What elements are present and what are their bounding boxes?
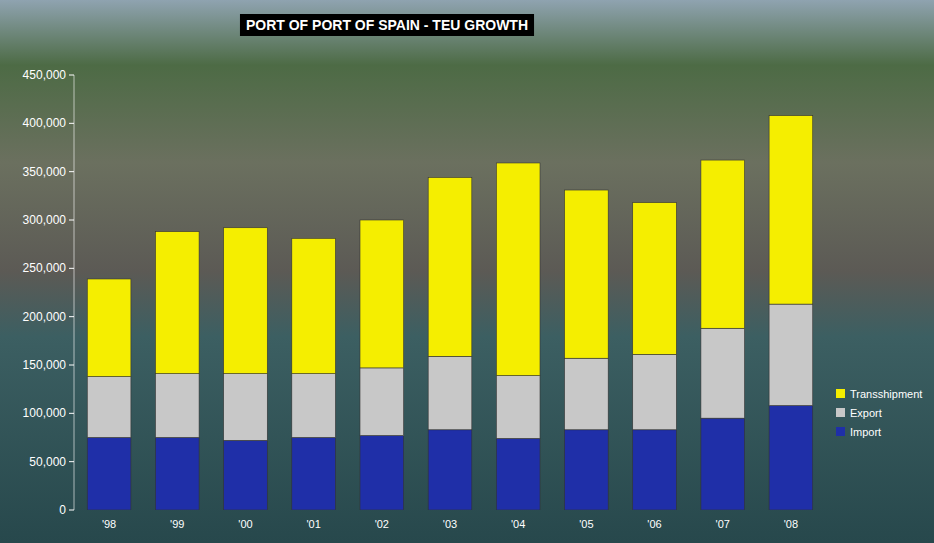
x-tick-label: '05 xyxy=(579,518,593,530)
y-tick-label: 100,000 xyxy=(23,406,67,420)
title-box xyxy=(240,14,534,36)
y-tick xyxy=(69,510,74,511)
bar-segment xyxy=(496,163,540,376)
x-tick-label: '01 xyxy=(306,518,320,530)
x-tick-label: '06 xyxy=(647,518,661,530)
x-tick-label: '08 xyxy=(784,518,798,530)
bar-segment xyxy=(292,238,336,373)
x-tick-label: '98 xyxy=(102,518,116,530)
bar-segment xyxy=(428,177,472,356)
bar-segment xyxy=(701,418,745,510)
y-tick xyxy=(69,220,74,221)
bars xyxy=(87,116,812,510)
y-tick xyxy=(69,316,74,317)
y-tick-label: 250,000 xyxy=(23,261,67,275)
bar-segment xyxy=(87,377,131,438)
x-tick-label: '99 xyxy=(170,518,184,530)
bar-segment xyxy=(360,220,404,368)
legend-label: Import xyxy=(850,426,881,438)
x-tick-label: '03 xyxy=(443,518,457,530)
y-tick xyxy=(69,75,74,76)
bar-segment xyxy=(701,160,745,328)
bar-segment xyxy=(292,374,336,438)
bar-segment xyxy=(155,232,199,374)
y-axis xyxy=(74,75,75,510)
bar-segment xyxy=(87,279,131,377)
y-tick-label: 0 xyxy=(59,503,66,517)
y-tick-label: 350,000 xyxy=(23,165,67,179)
bar-segment xyxy=(224,374,268,441)
bar-segment xyxy=(360,436,404,510)
background xyxy=(0,0,934,543)
bar-segment xyxy=(360,368,404,436)
y-tick-label: 50,000 xyxy=(29,455,66,469)
y-tick-label: 400,000 xyxy=(23,116,67,130)
y-tick xyxy=(69,413,74,414)
legend-label: Transshipment xyxy=(850,388,922,400)
bar-segment xyxy=(633,430,677,510)
y-tick-label: 450,000 xyxy=(23,68,67,82)
bar-segment xyxy=(565,190,609,358)
x-tick-label: '07 xyxy=(716,518,730,530)
bar-segment xyxy=(769,406,813,510)
bar-segment xyxy=(292,438,336,511)
title: PORT OF PORT OF SPAIN - TEU GROWTH xyxy=(246,17,528,33)
y-tick xyxy=(69,171,74,172)
bar-segment xyxy=(565,358,609,430)
bar-segment xyxy=(155,438,199,511)
bar-segment xyxy=(87,438,131,511)
bar-segment xyxy=(428,430,472,510)
x-tick-label: '02 xyxy=(375,518,389,530)
y-tick-label: 150,000 xyxy=(23,358,67,372)
legend-swatch xyxy=(836,427,845,436)
bar-segment xyxy=(428,356,472,429)
y-tick xyxy=(69,123,74,124)
y-tick-label: 300,000 xyxy=(23,213,67,227)
bar-segment xyxy=(701,328,745,418)
x-tick-label: '00 xyxy=(238,518,252,530)
y-tick xyxy=(69,365,74,366)
x-tick-label: '04 xyxy=(511,518,525,530)
y-tick xyxy=(69,461,74,462)
bar-segment xyxy=(224,228,268,374)
bar-segment xyxy=(496,376,540,439)
y-tick-label: 200,000 xyxy=(23,310,67,324)
bar-segment xyxy=(633,203,677,355)
legend-swatch xyxy=(836,408,845,417)
bar-segment xyxy=(496,438,540,510)
bar-segment xyxy=(769,116,813,305)
bar-segment xyxy=(633,354,677,429)
bar-segment xyxy=(565,430,609,510)
legend-label: Export xyxy=(850,407,882,419)
bar-segment xyxy=(224,440,268,510)
bar-segment xyxy=(769,304,813,406)
legend-swatch xyxy=(836,389,845,398)
legend: Transshipment Export Import xyxy=(836,388,922,438)
bar-segment xyxy=(155,374,199,438)
title-group: PORT OF PORT OF SPAIN - TEU GROWTH xyxy=(240,14,534,36)
y-tick xyxy=(69,268,74,269)
